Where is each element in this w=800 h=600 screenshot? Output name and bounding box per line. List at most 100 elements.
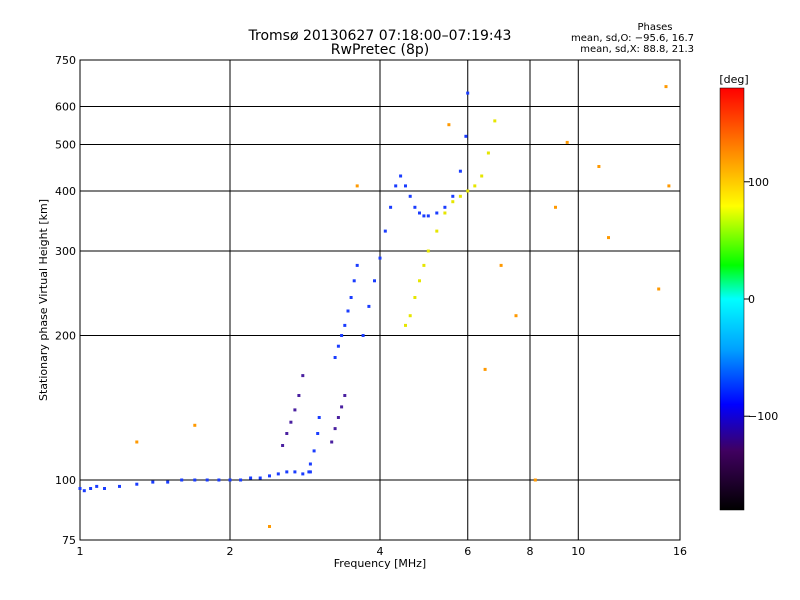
echo-point xyxy=(166,480,170,484)
echo-point xyxy=(464,134,468,138)
colorbar-tick-label: 0 xyxy=(748,293,755,306)
x-tick-label: 2 xyxy=(227,545,234,558)
y-axis-label: Stationary phase Virtual Height [km] xyxy=(37,199,50,401)
colorbar-tick-label: 100 xyxy=(748,176,769,189)
echo-point xyxy=(361,334,365,337)
echo-point xyxy=(312,449,316,453)
echo-point xyxy=(443,211,447,215)
echo-point xyxy=(565,140,569,144)
echo-point xyxy=(340,334,344,337)
echo-point xyxy=(451,194,455,198)
echo-point xyxy=(458,194,462,198)
echo-point xyxy=(657,287,661,291)
x-tick-label: 10 xyxy=(571,545,585,558)
echo-point xyxy=(404,323,407,327)
echo-points xyxy=(78,85,671,528)
echo-point xyxy=(239,478,243,482)
echo-point xyxy=(118,484,121,488)
x-tick-label: 1 xyxy=(77,545,84,558)
echo-point xyxy=(499,263,503,267)
echo-point xyxy=(317,416,321,419)
y-tick-label: 600 xyxy=(55,101,76,114)
colorbar-ticks: 100 0 −100 xyxy=(744,176,778,423)
echo-point xyxy=(355,184,359,188)
echo-point xyxy=(422,263,426,267)
echo-point xyxy=(408,314,412,318)
y-tick-label: 100 xyxy=(55,474,76,487)
echo-point xyxy=(404,184,407,188)
echo-point xyxy=(597,165,601,168)
y-tick-label: 75 xyxy=(62,534,76,547)
echo-point xyxy=(493,119,497,123)
echo-point xyxy=(307,470,311,474)
echo-point xyxy=(249,476,253,480)
echo-point xyxy=(103,487,106,490)
echo-point xyxy=(340,405,344,409)
echo-point xyxy=(297,394,301,397)
echo-point xyxy=(667,184,671,188)
echo-point xyxy=(399,174,403,178)
colorbar xyxy=(719,87,745,511)
echo-point xyxy=(289,420,293,424)
echo-point xyxy=(413,296,417,299)
echo-point xyxy=(333,427,337,431)
phase-stats-x: mean, sd,X: 88.8, 21.3 xyxy=(580,44,694,55)
echo-point xyxy=(293,470,297,474)
echo-point xyxy=(367,304,371,308)
echo-point xyxy=(268,525,271,528)
echo-point xyxy=(451,200,455,204)
x-tick-label: 6 xyxy=(464,545,471,558)
echo-point xyxy=(293,408,297,412)
echo-point xyxy=(336,344,340,348)
x-tick-label: 16 xyxy=(673,545,687,558)
echo-point xyxy=(352,279,356,283)
echo-point xyxy=(413,205,417,209)
y-tick-label: 750 xyxy=(55,54,76,67)
phase-stats-o: mean, sd,O: −95.6, 16.7 xyxy=(571,33,694,44)
echo-point xyxy=(89,487,93,490)
echo-point xyxy=(301,374,305,378)
echo-point xyxy=(607,236,610,240)
echo-point xyxy=(422,214,426,218)
echo-point xyxy=(514,314,518,318)
echo-point xyxy=(418,211,421,215)
grid-lines xyxy=(80,60,680,540)
echo-point xyxy=(333,356,337,359)
echo-point xyxy=(316,432,320,435)
echo-point xyxy=(394,184,398,188)
echo-point xyxy=(533,478,537,482)
echo-point xyxy=(373,279,376,283)
colorbar-tick-label: −100 xyxy=(748,410,778,423)
echo-point xyxy=(389,205,393,209)
echo-point xyxy=(308,462,312,466)
x-axis-ticks: 1 2 4 6 8 10 16 xyxy=(77,545,688,558)
echo-point xyxy=(378,256,382,260)
y-tick-label: 500 xyxy=(55,139,76,152)
chart-title: Tromsø 20130627 07:18:00–07:19:43 xyxy=(248,28,512,44)
echo-point xyxy=(349,296,353,299)
echo-point xyxy=(554,205,557,209)
echo-point xyxy=(466,91,470,95)
echo-point xyxy=(466,189,470,193)
echo-point xyxy=(205,478,209,482)
echo-point xyxy=(151,480,155,484)
echo-point xyxy=(276,472,280,476)
echo-point xyxy=(435,211,439,215)
echo-point xyxy=(258,476,262,480)
echo-point xyxy=(343,394,347,397)
echo-point xyxy=(458,169,462,173)
echo-point xyxy=(426,249,430,253)
echo-point xyxy=(268,474,271,478)
echo-point xyxy=(285,432,289,435)
echo-point xyxy=(383,229,387,233)
phase-stats-heading: Phases xyxy=(637,22,672,33)
echo-point xyxy=(285,470,289,474)
x-tick-label: 8 xyxy=(527,545,534,558)
echo-point xyxy=(228,478,232,482)
echo-point xyxy=(95,484,99,488)
echo-point xyxy=(301,472,305,476)
echo-point xyxy=(180,478,184,482)
echo-point xyxy=(480,174,484,178)
echo-point xyxy=(78,487,82,490)
